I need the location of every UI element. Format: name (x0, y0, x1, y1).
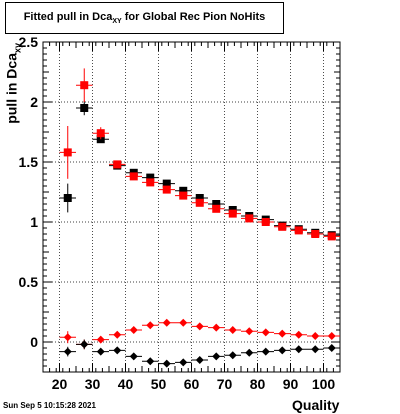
title-subscript: XY (112, 18, 122, 26)
data-point-diamond (327, 332, 336, 340)
y-tick-label: 2 (30, 94, 38, 110)
data-point-square (278, 222, 287, 231)
data-point-diamond (162, 359, 171, 368)
data-point-square (96, 129, 105, 138)
x-tick-label: 40 (118, 376, 134, 392)
title-box: Fitted pull in DcaXY for Global Rec Pion… (5, 2, 284, 34)
data-point-diamond (327, 344, 336, 352)
x-axis-title: Quality (292, 397, 340, 413)
data-point-diamond (80, 340, 89, 349)
data-point-diamond (294, 345, 303, 354)
data-point-square (294, 226, 303, 235)
data-point-diamond (311, 332, 320, 340)
y-tick-label: 1.5 (19, 154, 39, 170)
x-tick-label: 70 (217, 376, 233, 392)
data-point-square (311, 230, 320, 238)
data-point-square (162, 179, 171, 188)
data-point-diamond (179, 318, 188, 327)
data-point-diamond (261, 328, 270, 337)
series-1 (59, 68, 340, 241)
y-axis-title-main: pull in Dca (3, 53, 20, 124)
data-point-square (129, 172, 138, 181)
chart-title: Fitted pull in DcaXY for Global Rec Pion… (24, 11, 266, 25)
data-point-diamond (113, 346, 122, 355)
data-point-square (179, 186, 188, 195)
data-point-diamond (146, 357, 155, 366)
x-tick-label: 30 (85, 376, 101, 392)
data-point-diamond (63, 333, 72, 342)
axes: 20 30 40 50 60 70 80 90 100 0 0.5 1 1.5 2 2.5 (19, 34, 341, 392)
y-tick-label: 1 (30, 214, 38, 230)
x-tick-label: 60 (184, 376, 200, 392)
data-point-square (179, 191, 188, 200)
data-point-diamond (278, 329, 287, 338)
timestamp: Sun Sep 5 10:15:28 2021 (3, 401, 96, 410)
data-point-square (63, 194, 72, 202)
data-point-diamond (228, 326, 237, 334)
data-point-diamond (113, 330, 122, 339)
data-point-diamond (195, 322, 204, 331)
data-point-diamond (212, 352, 221, 361)
series-3 (59, 339, 340, 368)
y-tick-label: 0 (30, 334, 38, 350)
data-point-square (146, 173, 155, 182)
data-point-diamond (261, 347, 270, 356)
data-point-diamond (245, 348, 254, 357)
title-suffix: for Global Rec Pion NoHits (121, 10, 266, 23)
data-point-square (195, 194, 204, 202)
data-point-square (113, 160, 122, 169)
data-point-diamond (228, 351, 237, 360)
x-tick-label: 80 (250, 376, 266, 392)
data-point-diamond (278, 346, 287, 355)
data-point-diamond (96, 335, 105, 344)
data-point-diamond (96, 347, 105, 356)
y-axis-title-sub: xy (12, 42, 23, 54)
data-point-diamond (146, 321, 155, 330)
x-tick-label: 50 (151, 376, 167, 392)
data-series (59, 68, 340, 368)
y-tick-label: 0.5 (19, 274, 39, 290)
x-tick-label: 20 (52, 376, 68, 392)
data-point-diamond (311, 345, 320, 354)
data-point-square (327, 232, 336, 241)
data-point-square (162, 185, 171, 194)
x-tick-label: 90 (283, 376, 299, 392)
y-tick-label: 2.5 (19, 34, 39, 50)
series-2 (59, 318, 340, 350)
data-point-diamond (195, 356, 204, 364)
series-0 (59, 100, 340, 240)
data-point-diamond (129, 326, 138, 334)
grid (43, 42, 340, 372)
data-point-square (261, 218, 270, 226)
data-point-square (80, 104, 89, 112)
data-point-diamond (179, 358, 188, 367)
data-point-diamond (129, 352, 138, 361)
data-point-square (195, 198, 204, 207)
data-point-diamond (162, 318, 171, 327)
data-point-square (245, 214, 254, 223)
y-axis-title: pull in Dcaxy (4, 23, 23, 143)
data-point-square (228, 209, 237, 218)
data-point-square (212, 204, 221, 213)
data-point-diamond (294, 330, 303, 339)
data-point-diamond (63, 347, 72, 356)
data-point-diamond (212, 323, 221, 332)
x-tick-label: 100 (312, 376, 336, 392)
data-point-square (146, 178, 155, 187)
data-point-square (80, 81, 89, 90)
title-prefix: Fitted pull in Dca (23, 10, 113, 23)
data-point-diamond (245, 327, 254, 336)
data-point-square (63, 148, 72, 157)
data-point-square (212, 200, 221, 208)
